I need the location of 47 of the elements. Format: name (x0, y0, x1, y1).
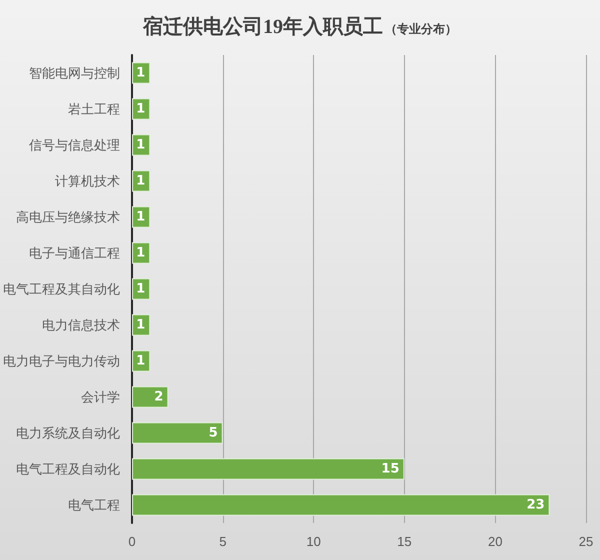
y-tick-label: 电气工程及自动化 (16, 462, 120, 476)
data-label: 23 (526, 498, 545, 512)
bar (132, 170, 150, 192)
y-tick-label: 岩土工程 (68, 102, 120, 116)
y-tick-label: 智能电网与控制 (29, 66, 120, 80)
data-label: 2 (154, 390, 164, 404)
data-label: 1 (136, 66, 146, 80)
data-label: 1 (136, 246, 146, 260)
bar (132, 458, 404, 480)
bar (132, 350, 150, 372)
bar (132, 422, 223, 444)
chart-title: 宿迁供电公司19年入职员工 (142, 15, 383, 38)
x-tick-label: 20 (488, 534, 502, 549)
y-tick-label: 电力电子与电力传动 (3, 354, 120, 368)
bar (132, 62, 150, 84)
y-tick-label: 电气工程及其自动化 (3, 282, 120, 296)
x-tick-label: 15 (397, 534, 412, 549)
chart-subtitle: （专业分布） (385, 22, 457, 36)
y-tick-label: 高电压与绝缘技术 (16, 210, 120, 224)
bar (132, 494, 550, 516)
x-tick-label: 25 (578, 534, 594, 549)
bar (132, 314, 150, 336)
y-tick-label: 电力系统及自动化 (16, 426, 120, 440)
data-label: 1 (136, 354, 146, 368)
data-label: 1 (136, 138, 146, 152)
data-label: 1 (136, 102, 146, 116)
bar (132, 206, 150, 228)
y-tick-label: 会计学 (81, 390, 120, 404)
data-label: 1 (136, 174, 146, 188)
bar (132, 278, 150, 300)
x-tick-label: 10 (306, 534, 321, 549)
bar (132, 134, 150, 156)
data-label: 15 (381, 462, 400, 476)
data-label: 1 (136, 282, 146, 296)
data-label: 5 (208, 426, 218, 440)
y-tick-label: 电子与通信工程 (29, 246, 120, 260)
y-tick-label: 电气工程 (68, 498, 120, 512)
data-label: 1 (136, 210, 146, 224)
y-tick-label: 电力信息技术 (42, 318, 120, 332)
x-tick-label: 0 (128, 534, 136, 549)
data-label: 1 (136, 318, 146, 332)
bar (132, 386, 168, 408)
bar (132, 242, 150, 264)
x-tick-label: 5 (219, 534, 226, 549)
bar (132, 98, 150, 120)
y-tick-label: 计算机技术 (55, 174, 120, 188)
y-tick-label: 信号与信息处理 (29, 138, 120, 152)
